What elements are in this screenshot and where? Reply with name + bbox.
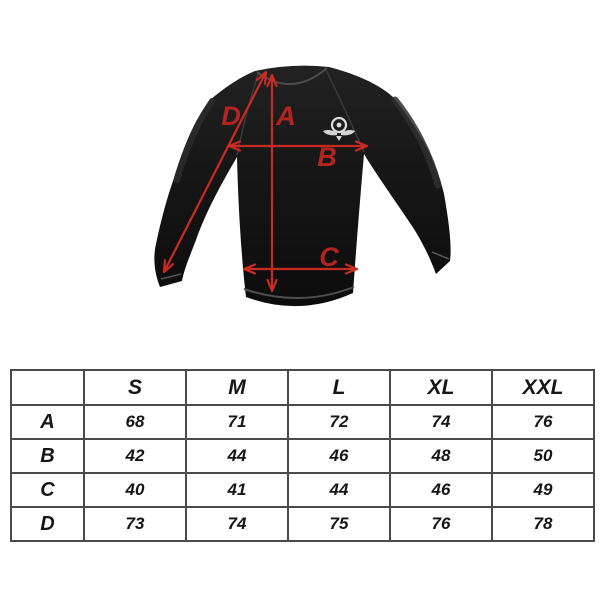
cell-a-m: 71 [185,404,289,440]
cell-a-xl: 74 [389,404,493,440]
row-label-c: C [10,472,85,508]
raglan-seam-left [236,73,259,156]
cell-a-l: 72 [287,404,391,440]
cell-b-xl: 48 [389,438,493,474]
shirt-highlight-right-arm [391,96,442,189]
cell-d-s: 73 [83,506,187,542]
cell-d-m: 74 [185,506,289,542]
cell-c-xl: 46 [389,472,493,508]
measurement-label-c: C [319,242,339,272]
table-row: D 73 74 75 76 78 [10,506,595,542]
measurement-label-d: D [221,101,241,131]
cell-a-xxl: 76 [491,404,595,440]
table-header-row: S M L XL XXL [10,369,595,406]
product-diagram: D A B C [154,65,451,307]
measurement-line-d [162,70,268,274]
cuff-seam-right [431,251,450,260]
row-label-b: B [10,438,85,474]
cell-b-s: 42 [83,438,187,474]
row-label-d: D [10,506,85,542]
measurement-label-a: A [275,101,296,131]
hem-seam [243,286,355,300]
cell-c-xxl: 49 [491,472,595,508]
cell-c-l: 44 [287,472,391,508]
cell-b-m: 44 [185,438,289,474]
table-row: B 42 44 46 48 50 [10,438,595,474]
table-header-xl: XL [389,369,493,406]
team-crest-logo-icon [323,116,355,141]
cell-d-l: 75 [287,506,391,542]
shirt-graphic [154,65,451,307]
cell-b-xxl: 50 [491,438,595,474]
cell-a-s: 68 [83,404,187,440]
table-header-m: M [185,369,289,406]
table-header-l: L [287,369,391,406]
cell-d-xxl: 78 [491,506,595,542]
size-chart-table: S M L XL XXL A 68 71 72 74 76 B 42 44 46… [10,369,595,542]
measurement-line-a [266,73,278,293]
measurement-label-b: B [317,142,337,172]
cell-c-s: 40 [83,472,187,508]
table-row: A 68 71 72 74 76 [10,404,595,440]
cell-d-xl: 76 [389,506,493,542]
measurement-line-c [242,263,359,275]
table-header-xxl: XXL [491,369,595,406]
cell-c-m: 41 [185,472,289,508]
table-header-s: S [83,369,187,406]
shirt-measurement-svg: D A B C [154,65,451,307]
shirt-highlight-left-arm [174,98,215,183]
cell-b-l: 46 [287,438,391,474]
table-corner-cell [10,369,85,406]
cuff-seam-left [160,273,182,280]
table-row: C 40 41 44 46 49 [10,472,595,508]
row-label-a: A [10,404,85,440]
